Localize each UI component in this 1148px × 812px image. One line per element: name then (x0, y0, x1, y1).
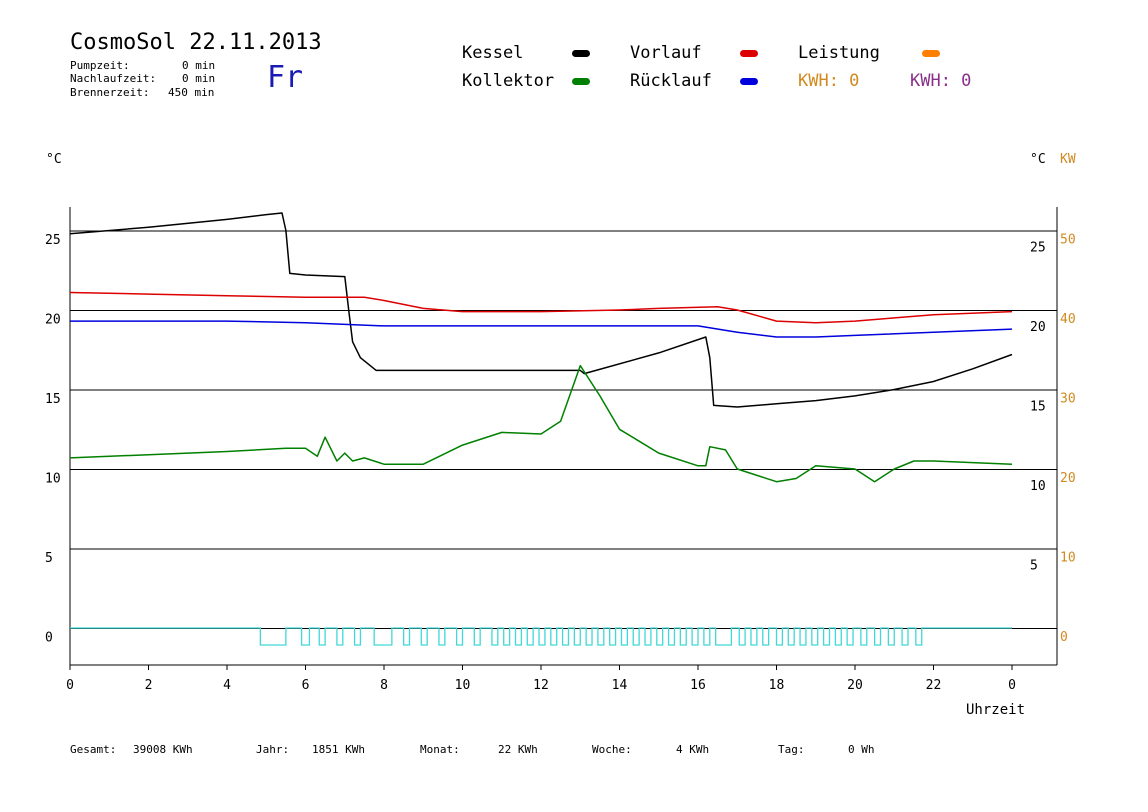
y-tick-right-c-5: 5 (1030, 559, 1038, 574)
burner-pulse-line (70, 627, 1012, 646)
x-tick-label-6: 12 (533, 678, 549, 693)
legend-kollektor-swatch (572, 78, 590, 85)
y-tick-right-c-15: 15 (1030, 400, 1046, 415)
left-axis-unit: °C (46, 152, 62, 167)
footer-gesamt-label: Gesamt: (70, 743, 117, 756)
y-tick-right-c-25: 25 (1030, 241, 1046, 256)
stat-nachlaufzeit-label: Nachlaufzeit: (70, 72, 157, 85)
legend-ruecklauf-swatch (740, 78, 758, 85)
y-tick-left-20: 20 (45, 313, 61, 328)
page-title: CosmoSol 22.11.2013 (70, 30, 322, 55)
stat-brennerzeit-label: Brennerzeit: (70, 86, 150, 99)
series-line-vorlauf (69, 291, 1013, 324)
legend-leistung-swatch (922, 50, 940, 57)
x-axis-label: Uhrzeit (966, 702, 1026, 718)
legend-kollektor-label: Kollektor (462, 71, 555, 91)
series-line-kessel (69, 212, 1013, 408)
x-tick-label-1: 2 (145, 678, 153, 693)
y-tick-right-kw-50: 50 (1060, 233, 1076, 248)
y-tick-right-c-10: 10 (1030, 479, 1046, 494)
footer-jahr-label: Jahr: (256, 743, 290, 756)
footer-woche-value: 4 KWh (676, 743, 710, 756)
x-tick-label-9: 18 (769, 678, 785, 693)
y-tick-right-c-20: 20 (1030, 320, 1046, 335)
footer-monat-label: Monat: (420, 743, 460, 756)
y-tick-left-15: 15 (45, 392, 61, 407)
x-tick-label-4: 8 (380, 678, 388, 693)
stat-brennerzeit-value: 450 min (168, 86, 215, 99)
x-tick-label-7: 14 (612, 678, 628, 693)
legend-kessel-label: Kessel (462, 43, 524, 63)
x-tick-label-8: 16 (690, 678, 706, 693)
x-tick-label-3: 6 (302, 678, 310, 693)
footer-woche-label: Woche: (592, 743, 632, 756)
legend-vorlauf-swatch (740, 50, 758, 57)
y-tick-right-kw-30: 30 (1060, 392, 1076, 407)
kwh-secondary-readout: KWH: 0 (910, 71, 972, 91)
y-tick-right-kw-10: 10 (1060, 551, 1076, 566)
y-tick-left-25: 25 (45, 233, 61, 248)
y-tick-right-kw-20: 20 (1060, 471, 1076, 486)
stat-nachlaufzeit-value: 0 min (182, 72, 216, 85)
series-line-kollektor (69, 364, 1013, 483)
right-axis-unit-kw: KW (1060, 152, 1076, 167)
legend-vorlauf-label: Vorlauf (630, 43, 702, 63)
x-tick-label-0: 0 (66, 678, 74, 693)
stat-pumpzeit-label: Pumpzeit: (70, 59, 130, 72)
x-tick-label-11: 22 (926, 678, 942, 693)
right-axis-unit-celsius: °C (1030, 152, 1046, 167)
kwh-leistung-readout: KWH: 0 (798, 71, 860, 91)
y-tick-right-kw-40: 40 (1060, 312, 1076, 327)
series-line-rücklauf (70, 320, 1013, 338)
legend-kessel-swatch (572, 50, 590, 57)
footer-monat-value: 22 KWh (498, 743, 538, 756)
x-tick-label-10: 20 (847, 678, 863, 693)
footer-jahr-value: 1851 KWh (312, 743, 365, 756)
y-tick-right-kw-0: 0 (1060, 630, 1068, 645)
stat-pumpzeit-value: 0 min (182, 59, 216, 72)
footer-gesamt-value: 39008 KWh (133, 743, 193, 756)
y-tick-left-10: 10 (45, 472, 61, 487)
footer-tag-value: 0 Wh (848, 743, 875, 756)
x-tick-label-12: 0 (1008, 678, 1016, 693)
legend-leistung-label: Leistung (798, 43, 880, 63)
footer-tag-label: Tag: (778, 743, 805, 756)
legend-ruecklauf-label: Rücklauf (630, 71, 712, 91)
y-tick-left-0: 0 (45, 631, 53, 646)
x-tick-label-2: 4 (223, 678, 231, 693)
weekday-label: Fr (267, 60, 304, 95)
y-tick-left-5: 5 (45, 551, 53, 566)
x-tick-label-5: 10 (455, 678, 471, 693)
